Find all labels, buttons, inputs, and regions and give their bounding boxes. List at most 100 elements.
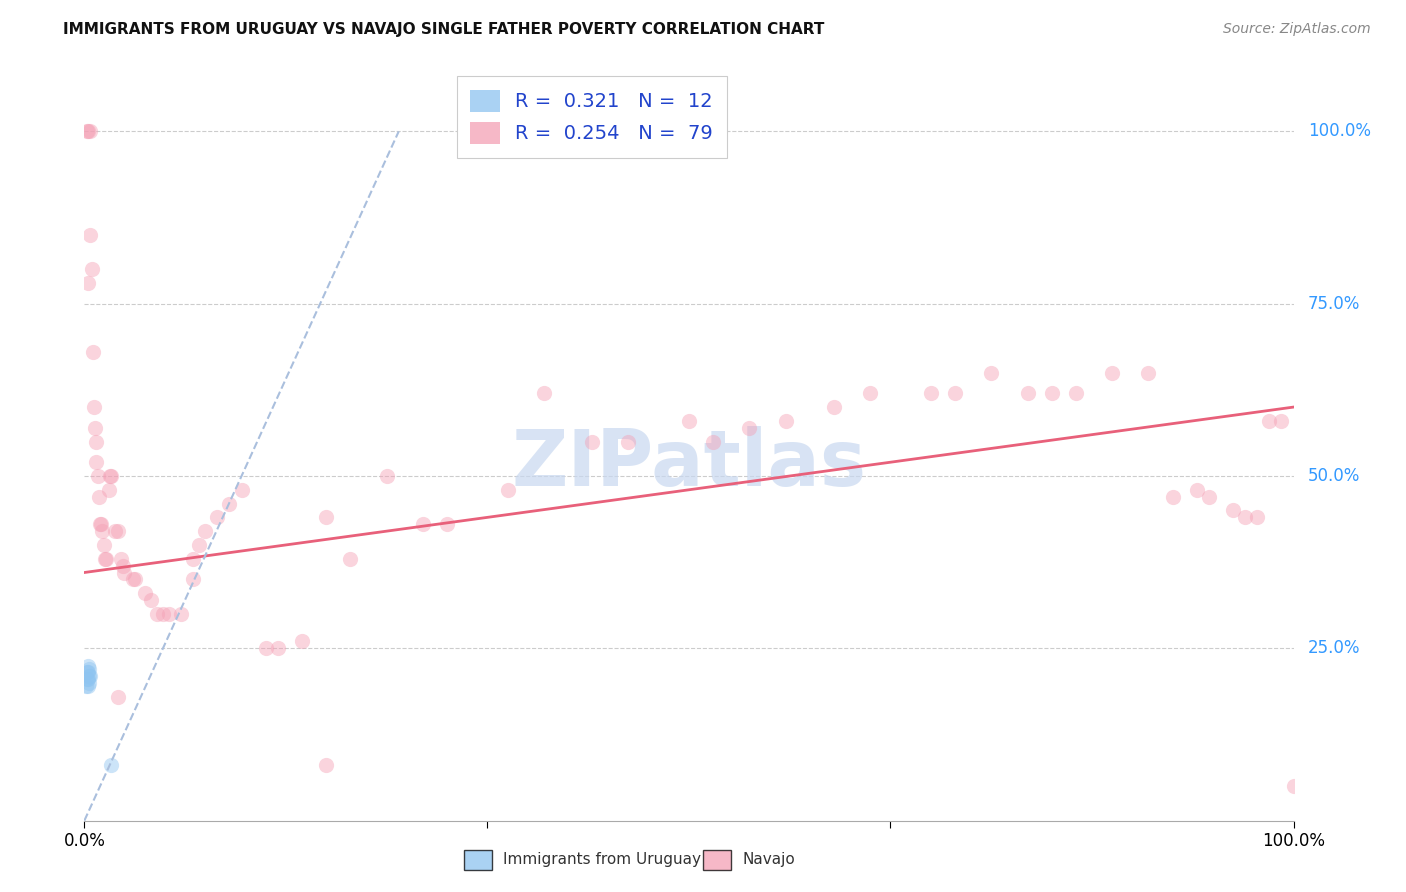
Point <box>80 262 103 277</box>
Point <box>1246 510 1268 524</box>
Point <box>157 607 180 621</box>
Point <box>775 414 797 428</box>
Point <box>291 634 314 648</box>
Point <box>170 607 193 621</box>
Point <box>94 551 117 566</box>
Point <box>94 551 117 566</box>
Point <box>980 366 1002 380</box>
Point <box>83 400 105 414</box>
Point <box>181 573 204 587</box>
Point <box>315 758 337 772</box>
Point <box>823 400 845 414</box>
Point <box>412 517 434 532</box>
Point <box>496 483 519 497</box>
Point <box>93 538 115 552</box>
Point <box>254 641 277 656</box>
Point <box>267 641 290 656</box>
Point <box>315 510 337 524</box>
Point <box>533 386 555 401</box>
Point <box>188 538 211 552</box>
Point <box>86 469 108 483</box>
Point <box>84 421 107 435</box>
Point <box>859 386 882 401</box>
Point <box>76 665 98 680</box>
Point <box>97 483 120 497</box>
Point <box>207 510 229 524</box>
Text: Navajo: Navajo <box>742 853 796 867</box>
Point <box>1185 483 1208 497</box>
Text: IMMIGRANTS FROM URUGUAY VS NAVAJO SINGLE FATHER POVERTY CORRELATION CHART: IMMIGRANTS FROM URUGUAY VS NAVAJO SINGLE… <box>63 22 825 37</box>
Point <box>86 434 108 449</box>
Point <box>112 558 135 573</box>
Point <box>1222 503 1244 517</box>
Point <box>100 469 122 483</box>
Point <box>194 524 217 538</box>
Point <box>375 469 398 483</box>
Point <box>112 566 135 580</box>
Point <box>581 434 603 449</box>
Point <box>90 517 112 532</box>
Point <box>617 434 640 449</box>
Point <box>98 469 121 483</box>
Point <box>121 573 143 587</box>
Text: ZIPatlas: ZIPatlas <box>512 426 866 502</box>
Point <box>77 675 100 690</box>
Point <box>1040 386 1063 401</box>
Point <box>920 386 942 401</box>
Point <box>107 524 129 538</box>
Point <box>91 524 114 538</box>
Point <box>76 673 98 687</box>
Text: 100.0%: 100.0% <box>1308 122 1371 140</box>
Point <box>89 517 111 532</box>
Point <box>139 593 162 607</box>
Point <box>75 679 97 693</box>
Legend: R =  0.321   N =  12, R =  0.254   N =  79: R = 0.321 N = 12, R = 0.254 N = 79 <box>457 76 727 158</box>
Point <box>738 421 761 435</box>
Point <box>107 690 129 704</box>
Point <box>79 669 101 683</box>
Point <box>1198 490 1220 504</box>
Point <box>152 607 174 621</box>
Point <box>79 227 101 242</box>
Point <box>1064 386 1087 401</box>
Point <box>110 551 132 566</box>
Point <box>231 483 253 497</box>
Point <box>146 607 169 621</box>
Point <box>87 490 110 504</box>
Point <box>77 669 100 683</box>
Point <box>702 434 724 449</box>
Point <box>181 551 204 566</box>
Point <box>1270 414 1292 428</box>
Point <box>79 124 101 138</box>
Point <box>77 276 100 290</box>
Point <box>77 665 100 680</box>
Point <box>82 345 104 359</box>
Point <box>77 673 100 687</box>
Point <box>339 551 361 566</box>
Point <box>104 524 127 538</box>
Point <box>100 758 122 772</box>
Point <box>77 662 100 676</box>
Point <box>1137 366 1160 380</box>
Point <box>134 586 156 600</box>
Text: Source: ZipAtlas.com: Source: ZipAtlas.com <box>1223 22 1371 37</box>
Point <box>1282 779 1305 793</box>
Point <box>1161 490 1184 504</box>
Text: 75.0%: 75.0% <box>1308 294 1361 313</box>
Point <box>436 517 458 532</box>
Point <box>77 658 100 673</box>
Point <box>678 414 700 428</box>
Point <box>76 124 98 138</box>
Point <box>1258 414 1281 428</box>
Point <box>77 124 100 138</box>
Point <box>124 573 146 587</box>
Point <box>943 386 966 401</box>
Point <box>1101 366 1123 380</box>
Point <box>1017 386 1039 401</box>
Text: Immigrants from Uruguay: Immigrants from Uruguay <box>503 853 702 867</box>
Text: 25.0%: 25.0% <box>1308 640 1361 657</box>
Point <box>1234 510 1257 524</box>
Point <box>218 497 240 511</box>
Point <box>86 455 108 469</box>
Text: 50.0%: 50.0% <box>1308 467 1361 485</box>
